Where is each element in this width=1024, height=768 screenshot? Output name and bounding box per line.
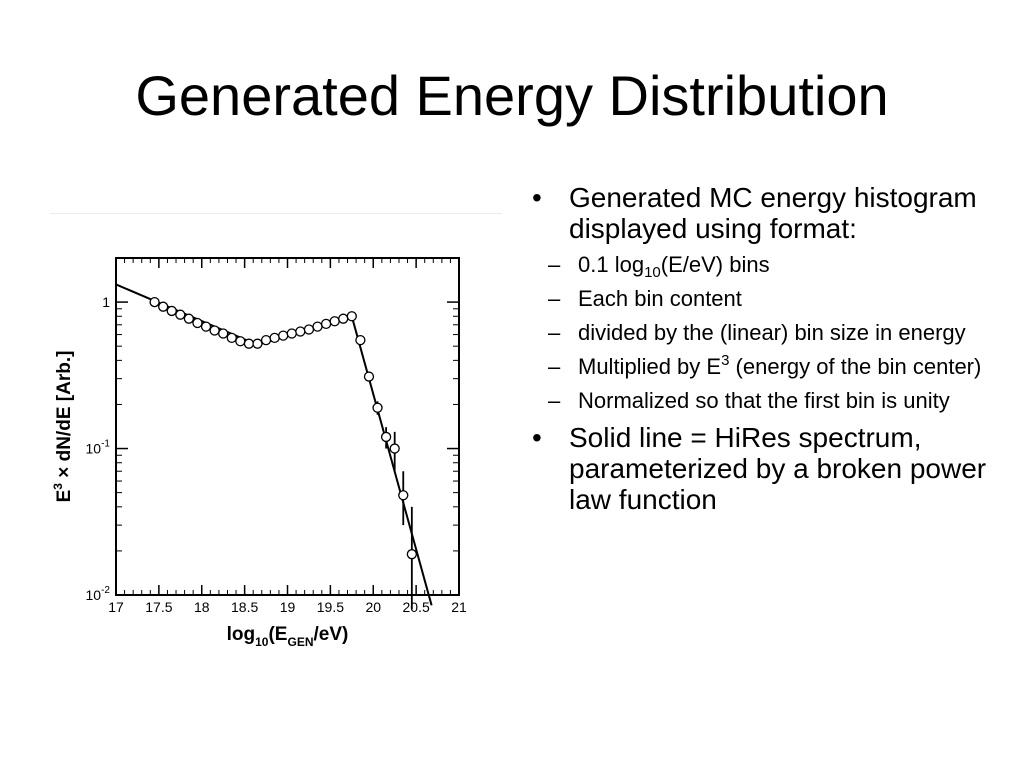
slide-title: Generated Energy Distribution	[135, 64, 889, 127]
data-point	[355, 334, 366, 346]
data-point	[252, 338, 263, 349]
data-point	[380, 431, 392, 443]
data-point	[192, 317, 203, 329]
superscript: 3	[721, 352, 730, 369]
x-tick-label: 17	[108, 599, 124, 615]
data-point	[286, 328, 297, 339]
energy-distribution-chart: 17 17.5 18 18.5 19 19.5 20 20.5 21 1 10-1 10-2 log10…	[51, 257, 467, 649]
data-point	[320, 318, 332, 330]
sub-bullet-normalized: – Normalized so that the first bin is un…	[532, 388, 1012, 413]
y-axis-label: E3 × dN/dE [Arb.]	[51, 351, 75, 503]
data-point	[363, 371, 375, 382]
sub-bullet-multiplied: – Multiplied by E3 (energy of the bin ce…	[532, 352, 1012, 379]
x-tick-label: 17.5	[145, 599, 172, 615]
data-point	[235, 336, 246, 347]
data-point	[295, 326, 306, 337]
data-point	[372, 402, 383, 413]
sub-bullet-text: Normalized so that the first bin is unit…	[578, 388, 950, 413]
bullet-text: Solid line = HiRes spectrum, parameteriz…	[569, 422, 987, 515]
sub-bullet-text: Multiplied by E	[578, 354, 722, 379]
data-point	[200, 321, 212, 332]
data-point	[260, 334, 272, 346]
bullet-text: Generated MC energy histogram displayed …	[569, 182, 977, 244]
data-point	[269, 332, 280, 343]
data-point	[175, 309, 186, 320]
sub-bullet-text: (E/eV) bins	[660, 252, 770, 277]
data-point	[329, 316, 340, 327]
sub-bullet-dash: –	[548, 320, 561, 345]
sub-bullet-dash: –	[548, 354, 561, 379]
x-tick-label: 20	[365, 599, 381, 615]
divider-line	[50, 213, 502, 214]
bullet-item-solid-line: • Solid line = HiRes spectrum, parameter…	[532, 422, 1012, 515]
data-point	[303, 324, 315, 335]
x-tick-label: 18	[194, 599, 210, 615]
sub-bullet-text: 0.1 log	[578, 252, 645, 277]
sub-bullet-bin-size: – divided by the (linear) bin size in en…	[532, 320, 1012, 345]
data-point	[166, 305, 177, 317]
data-point	[158, 301, 169, 312]
bullet-list: • Generated MC energy histogram displaye…	[532, 182, 1012, 523]
data-point	[278, 330, 289, 341]
y-tick-label: 1	[102, 294, 110, 310]
broken-power-law-line	[115, 283, 433, 606]
sub-bullet-text: (energy of the bin center)	[729, 354, 982, 379]
subscript: 10	[644, 264, 661, 281]
sub-bullet-text: divided by the (linear) bin size in ener…	[578, 320, 966, 345]
bullet-dot: •	[532, 182, 542, 213]
y-tick-label: 10-1	[86, 439, 111, 457]
x-tick-label: 19.5	[317, 599, 344, 615]
sub-bullet-text: Each bin content	[578, 286, 742, 311]
data-point	[406, 549, 417, 560]
data-point	[312, 321, 323, 332]
data-point	[183, 313, 195, 324]
data-point	[209, 325, 220, 336]
bullet-item-histogram: • Generated MC energy histogram displaye…	[532, 182, 1012, 244]
sub-bullet-list: – 0.1 log10(E/eV) bins – Each bin conten…	[532, 252, 1012, 413]
data-point	[218, 328, 229, 339]
x-axis-label: log10(EGEN/eV)	[227, 624, 349, 649]
sub-bullet-dash: –	[548, 252, 561, 277]
data-point	[226, 332, 237, 343]
x-tick-label: 20.5	[403, 599, 430, 615]
data-point	[149, 296, 160, 308]
sub-bullet-bin-content: – Each bin content	[532, 286, 1012, 311]
bullet-dot: •	[532, 422, 542, 453]
y-tick-label: 10-2	[86, 585, 111, 603]
data-point	[346, 311, 357, 322]
data-point	[338, 313, 349, 324]
x-tick-label: 19	[280, 599, 296, 615]
x-tick-label: 18.5	[231, 599, 258, 615]
x-tick-label: 21	[451, 599, 467, 615]
data-point	[389, 443, 400, 454]
data-point	[398, 490, 409, 501]
sub-bullet-dash: –	[548, 286, 561, 311]
sub-bullet-dash: –	[548, 388, 561, 413]
data-point	[243, 338, 255, 349]
sub-bullet-bins: – 0.1 log10(E/eV) bins	[532, 252, 1012, 280]
